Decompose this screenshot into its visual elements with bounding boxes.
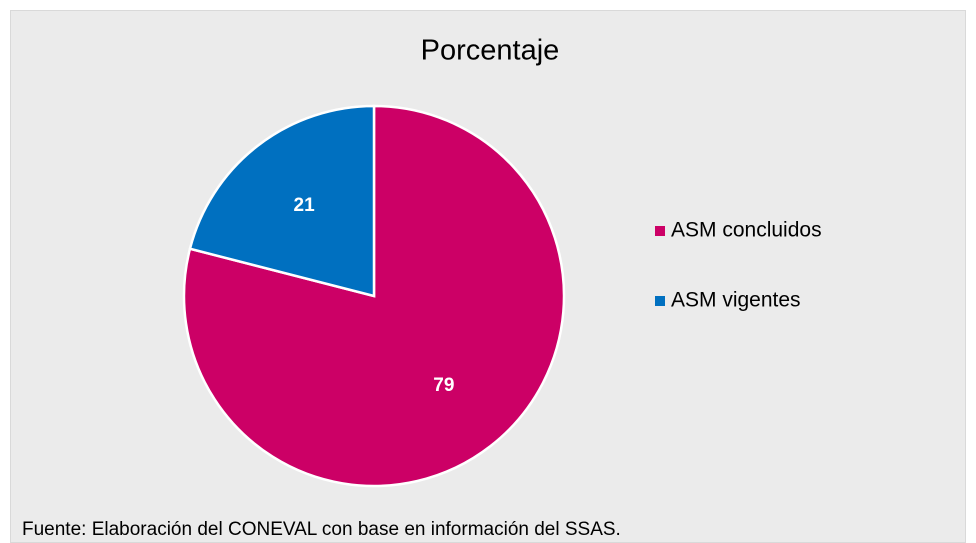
legend-swatch	[655, 226, 665, 236]
data-label: 79	[433, 375, 454, 396]
pie-slice	[188, 104, 376, 298]
source-note: Fuente: Elaboración del CONEVAL con base…	[22, 519, 621, 540]
data-label: 21	[294, 195, 316, 216]
chart-title: Porcentaje	[421, 35, 560, 67]
legend-label: ASM vigentes	[671, 289, 801, 312]
legend-label: ASM concluidos	[671, 219, 822, 242]
pie-slice	[182, 104, 566, 488]
legend-swatch	[655, 296, 665, 306]
